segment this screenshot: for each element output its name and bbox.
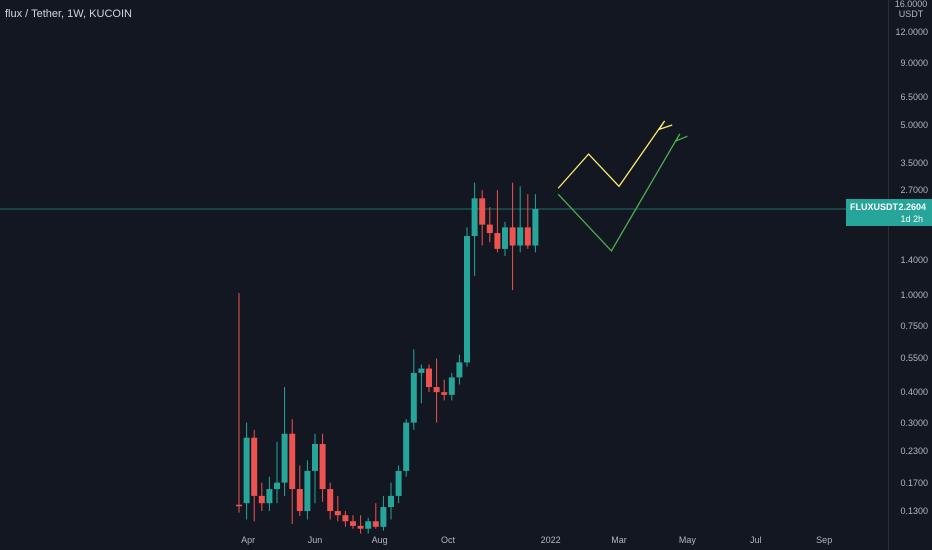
time-tick-label: Oct [440,535,456,545]
candle-body [251,437,258,496]
candle-body [357,525,364,529]
candle-body [372,521,379,527]
candle-body [494,233,501,249]
candle-body [388,495,394,508]
candle-body [448,377,455,395]
price-axis[interactable]: 16.0000 USDT 12.0000 9.0000 6.5000 5.0000 3.… [888,0,932,550]
price-tick-label: 2.7000 [900,185,928,196]
candle-body [502,227,508,249]
bar-countdown: 1d 2h [900,214,923,224]
candle-body [441,392,448,395]
price-tick-label: 6.5000 [900,92,928,103]
candle-body [319,444,326,490]
candle-body [334,511,341,516]
time-tick-label: Jun [307,535,323,545]
candle-body [433,386,440,393]
candle-body [274,482,280,490]
price-tick-label: 5.0000 [900,120,928,131]
candle-body [296,489,303,512]
price-tick-label: 0.2300 [900,445,928,456]
candle-body [342,515,349,522]
candle-body [350,521,356,526]
time-tick-label: Aug [371,535,388,545]
last-price-symbol: FLUXUSDT [850,202,898,212]
candle-body [243,437,250,504]
candle-body [236,504,242,507]
last-price-value: 2.2604 [898,202,926,212]
axis-top-value: 16.0000 [894,0,928,9]
candle-body [312,444,318,471]
candle-body [509,227,516,246]
time-tick-label: Apr [241,535,256,545]
price-tick-label: 12.0000 [895,27,928,38]
time-tick-label: May [678,535,696,545]
chart-title: flux / Tether, 1W, KUCOIN [5,8,132,20]
time-tick-label: Sep [816,535,833,545]
candle-body [281,433,288,483]
price-tick-label: 3.5000 [900,157,928,168]
candle-body [380,507,387,527]
price-tick-label: 0.1300 [900,506,928,517]
price-tick-label: 9.0000 [900,57,928,68]
candle-body [304,470,311,512]
candle-body [410,372,417,423]
price-tick-label: 1.4000 [900,254,928,265]
time-tick-label: 2022 [540,535,561,545]
price-tick-label: 1.0000 [900,290,928,301]
candle-body [365,521,372,529]
price-tick-label: 0.3000 [900,417,928,428]
candle-body [517,227,524,246]
candle-body [426,368,432,387]
green-projection-path [557,133,688,253]
price-tick-label: 0.4000 [900,387,928,398]
candle-body [479,198,486,225]
time-tick-label: Jul [750,535,762,545]
candle-body [258,495,265,504]
price-tick-label: 0.7500 [900,320,928,331]
candle-body [266,489,273,504]
candle-body [464,236,470,363]
candle-body [395,470,402,496]
last-price-tag: FLUXUSDT 2.2604 1d 2h [846,199,932,226]
candle-body [456,362,463,378]
candle-body [418,368,425,373]
candle-body [532,209,539,246]
candle-body [524,227,531,246]
candle-body [327,489,334,512]
candle-body [403,422,410,471]
time-tick-label: Mar [611,535,627,545]
candle-body [471,198,478,237]
yellow-projection-path [557,120,673,189]
candlestick-chart[interactable] [0,0,888,550]
candle-body [486,224,493,234]
axis-unit: USDT [898,9,924,19]
price-tick-label: 0.1700 [900,477,928,488]
candle-body [289,433,296,490]
price-tick-label: 0.5500 [900,353,928,364]
